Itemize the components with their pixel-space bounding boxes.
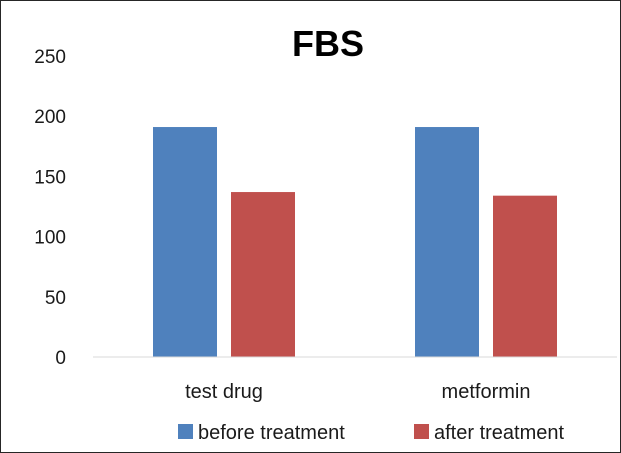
legend-label: after treatment [434, 422, 565, 444]
y-tick-label: 50 [45, 288, 66, 309]
y-tick-label: 150 [34, 167, 66, 188]
legend-label: before treatment [198, 422, 345, 444]
x-axis-categories: test drug metformin [185, 381, 530, 403]
legend: before treatment after treatment [178, 422, 565, 444]
x-category-label: metformin [442, 381, 531, 403]
x-category-label: test drug [185, 381, 263, 403]
y-tick-label: 250 [34, 47, 66, 68]
legend-swatch [178, 424, 193, 439]
bar-before-0 [153, 127, 217, 357]
bar-after-1 [493, 195, 557, 357]
legend-swatch [414, 424, 429, 439]
bars [153, 127, 557, 357]
y-axis-ticks: 0 50 100 150 200 250 [34, 47, 66, 369]
chart-title: FBS [292, 23, 364, 64]
y-tick-label: 200 [34, 107, 66, 128]
y-tick-label: 100 [34, 228, 66, 249]
y-tick-label: 0 [55, 348, 66, 369]
bar-after-0 [231, 192, 295, 357]
bar-before-1 [415, 127, 479, 357]
